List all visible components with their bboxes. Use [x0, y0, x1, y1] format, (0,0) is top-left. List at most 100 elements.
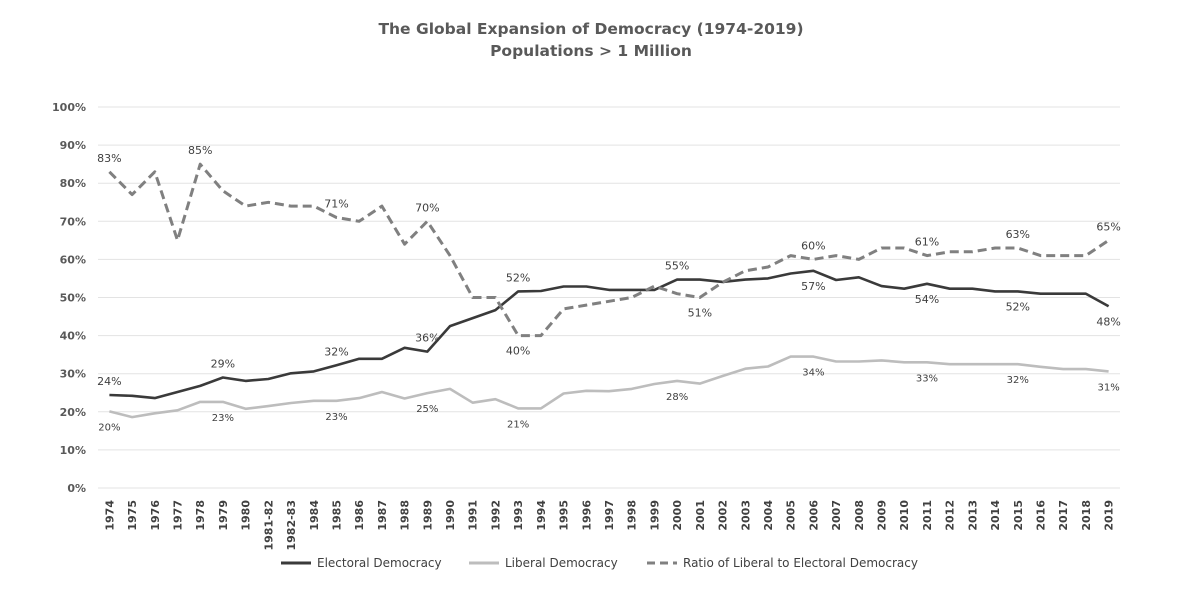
- data-label: 70%: [415, 201, 439, 214]
- y-tick-label: 50%: [60, 292, 86, 305]
- x-tick-label: 1981-82: [262, 500, 275, 551]
- data-label: 32%: [1007, 375, 1029, 386]
- x-tick-label: 2018: [1080, 500, 1093, 531]
- y-tick-label: 60%: [60, 253, 86, 266]
- legend-label-1: Electoral Democracy: [317, 556, 442, 570]
- x-tick-label: 2006: [807, 500, 820, 531]
- y-tick-label: 70%: [60, 215, 86, 228]
- data-labels: 24% 29% 32% 36% 52% 55% 57% 54% 52% 48% 20% 23% 23% 2…: [97, 144, 1121, 433]
- legend-label-3: Ratio of Liberal to Electoral Democracy: [683, 556, 918, 570]
- data-label: 25%: [416, 404, 438, 415]
- x-tick-label: 1999: [648, 500, 661, 531]
- data-label: 51%: [688, 307, 712, 320]
- data-label: 21%: [507, 419, 529, 430]
- data-label: 23%: [212, 413, 234, 424]
- x-tick-label: 1994: [535, 500, 548, 531]
- data-label: 65%: [1096, 220, 1120, 233]
- y-tick-label: 10%: [60, 444, 86, 457]
- x-tick-label: 1980: [240, 500, 253, 531]
- x-tick-label: 1987: [376, 500, 389, 531]
- data-label: 31%: [1098, 382, 1120, 393]
- y-tick-label: 40%: [60, 330, 86, 343]
- data-label: 28%: [666, 392, 688, 403]
- chart-title: The Global Expansion of Democracy (1974-…: [378, 20, 803, 38]
- x-tick-label: 2000: [671, 500, 684, 531]
- data-label: 52%: [506, 271, 530, 284]
- series-lines: [108, 162, 1110, 419]
- x-tick-label: 1996: [580, 500, 593, 531]
- x-tick-label: 2005: [785, 500, 798, 531]
- x-tick-label: 2007: [830, 500, 843, 531]
- data-label: 20%: [98, 422, 120, 433]
- y-tick-label: 80%: [60, 177, 86, 190]
- x-tick-label: 2004: [762, 500, 775, 531]
- x-tick-label: 2001: [694, 500, 707, 531]
- legend-label-2: Liberal Democracy: [505, 556, 618, 570]
- data-label: 60%: [801, 239, 825, 252]
- y-tick-label: 20%: [60, 406, 86, 419]
- data-label: 29%: [211, 358, 235, 371]
- data-label: 55%: [665, 260, 689, 273]
- x-tick-label: 1976: [149, 500, 162, 531]
- x-tick-label: 2016: [1035, 500, 1048, 531]
- data-label: 33%: [916, 373, 938, 384]
- x-tick-label: 1977: [171, 500, 184, 531]
- data-label: 48%: [1096, 315, 1120, 328]
- x-tick-label: 1984: [308, 500, 321, 531]
- x-tick-label: 1986: [353, 500, 366, 531]
- x-tick-label: 1988: [399, 500, 412, 531]
- x-tick-label: 2013: [966, 500, 979, 531]
- x-tick-label: 1974: [103, 500, 116, 531]
- series-line-2: [109, 355, 1109, 419]
- data-label: 36%: [415, 332, 439, 345]
- y-tick-label: 100%: [52, 101, 86, 114]
- x-tick-label: 2012: [944, 500, 957, 531]
- data-label: 23%: [325, 412, 347, 423]
- x-tick-label: 2002: [717, 500, 730, 531]
- x-tick-label: 2008: [853, 500, 866, 531]
- x-axis-ticks: 1974 1975 1976 1977 1978 1979 1980 1981-82 1982-…: [103, 500, 1115, 551]
- data-label: 40%: [506, 345, 530, 358]
- y-tick-label: 0%: [67, 482, 86, 495]
- data-label: 57%: [801, 280, 825, 293]
- x-tick-label: 2019: [1103, 500, 1116, 531]
- x-tick-label: 1975: [126, 500, 139, 531]
- x-tick-label: 1989: [421, 500, 434, 531]
- x-tick-label: 2017: [1057, 500, 1070, 531]
- legend: Electoral Democracy Liberal Democracy Rati…: [281, 556, 918, 570]
- data-label: 85%: [188, 144, 212, 157]
- x-tick-label: 2003: [739, 500, 752, 531]
- data-label: 71%: [324, 197, 348, 210]
- x-tick-label: 1990: [444, 500, 457, 531]
- x-tick-label: 2015: [1012, 500, 1025, 531]
- y-tick-label: 90%: [60, 139, 86, 152]
- data-label: 32%: [324, 345, 348, 358]
- x-tick-label: 1997: [603, 500, 616, 531]
- chart-subtitle: Populations > 1 Million: [490, 42, 692, 60]
- data-label: 63%: [1006, 228, 1030, 241]
- x-tick-label: 2009: [876, 500, 889, 531]
- x-tick-label: 2010: [898, 500, 911, 531]
- series-line-3: [108, 162, 1110, 338]
- x-tick-label: 1995: [558, 500, 571, 531]
- y-tick-label: 30%: [60, 368, 86, 381]
- x-tick-label: 1982-83: [285, 500, 298, 551]
- x-tick-label: 2014: [989, 500, 1002, 531]
- y-axis-ticks: 0% 10% 20% 30% 40% 50% 60% 70% 80% 90% 100%: [52, 101, 86, 495]
- x-tick-label: 1991: [467, 500, 480, 531]
- x-tick-label: 1992: [489, 500, 502, 531]
- data-label: 34%: [802, 368, 824, 379]
- data-label: 54%: [915, 293, 939, 306]
- x-tick-label: 1985: [330, 500, 343, 531]
- data-label: 83%: [97, 152, 121, 165]
- gridlines: [98, 106, 1120, 489]
- x-tick-label: 2011: [921, 500, 934, 531]
- series-line-1: [109, 269, 1110, 400]
- data-label: 24%: [97, 375, 121, 388]
- x-tick-label: 1978: [194, 500, 207, 531]
- x-tick-label: 1979: [217, 500, 230, 531]
- data-label: 52%: [1006, 300, 1030, 313]
- x-tick-label: 1998: [626, 500, 639, 531]
